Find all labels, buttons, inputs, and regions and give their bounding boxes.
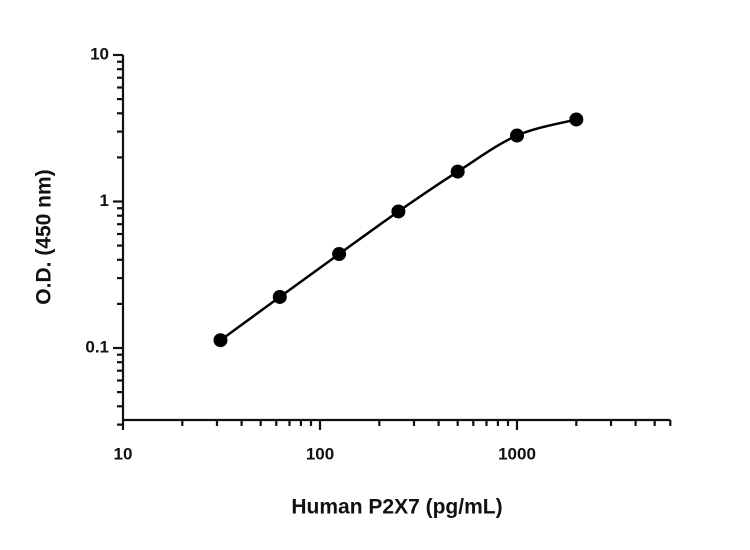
data-point	[213, 333, 228, 348]
fit-curve	[219, 118, 577, 342]
data-point	[569, 112, 584, 127]
x-axis-title: Human P2X7 (pg/mL)	[291, 496, 502, 519]
y-axis-title: O.D. (450 nm)	[33, 169, 56, 304]
x-tick-label: 100	[306, 444, 334, 463]
data-point	[510, 128, 524, 143]
y-tick-label: 1	[100, 191, 109, 210]
y-tick-label: 10	[90, 44, 109, 63]
data-point	[332, 247, 347, 262]
data-point	[450, 164, 465, 179]
y-tick-label: 0.1	[85, 337, 109, 356]
x-tick-label: 1000	[498, 444, 536, 463]
data-point	[391, 204, 406, 219]
x-tick-label: 10	[114, 444, 133, 463]
data-point	[272, 289, 287, 304]
